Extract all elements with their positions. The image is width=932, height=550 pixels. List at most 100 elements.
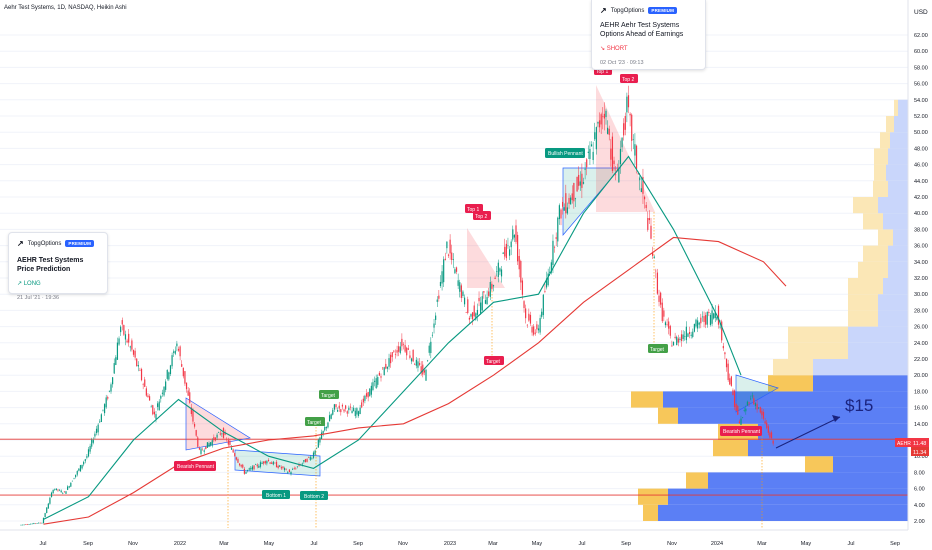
candle-body [438,295,440,299]
candle-body [179,346,181,357]
candle-body [126,340,128,343]
target-arrow-line [775,416,841,449]
candle-body [189,392,191,403]
volume-profile-up-bar [878,310,908,327]
candle-body [610,148,612,160]
candle-body [33,523,35,525]
candle-body [560,209,562,219]
candle-body [462,291,464,296]
candle-body [385,363,387,369]
symbol-info: Aehr Test Systems, 1D, NASDAQ, Heikin As… [4,5,127,11]
candle-body [611,136,614,171]
candle-body [386,366,389,369]
candle-body [382,367,384,369]
candle-body [41,522,43,524]
candle-body [566,207,569,214]
candle-body [235,457,237,460]
x-tick-label: Nov [128,541,138,547]
candle-body [214,437,217,441]
candle-body [83,461,85,465]
candle-body [340,409,342,413]
candle-body [306,459,308,462]
target-arrow-head [832,415,840,422]
candle-body [105,397,107,408]
candle-body [660,292,662,305]
candle-body [513,235,515,238]
candle-body [153,411,155,415]
candle-body [439,281,442,287]
x-axis[interactable]: Jul Sep Nov 2022 Mar May Jul Sep Nov 2023 Mar May Ju… [0,529,908,547]
idea-card-short[interactable]: ↗ TopgOptions PREMIUM AEHR Aehr Test Sys… [591,0,706,70]
candle-body [594,132,596,140]
candle-body [444,258,446,261]
volume-profile-up-bar [813,359,908,376]
x-tick-label: May [801,541,812,547]
candle-body [230,447,233,450]
candle-body [502,252,504,254]
candle-body [545,278,548,288]
candle-body [648,218,650,221]
candle-body [58,489,61,491]
candle-body [750,398,752,400]
candle-body [435,315,437,320]
candle-body [544,291,546,293]
candle-body [624,116,626,130]
candle-body [640,188,642,193]
candle-body [23,524,25,526]
candle-body [410,358,413,362]
candle-body [399,346,401,353]
svg-text:Top 2: Top 2 [622,77,634,83]
candle-body [581,173,583,188]
candle-body [528,313,530,321]
idea-card-long[interactable]: ↗ TopgOptions PREMIUM AEHR Test Systems … [8,232,108,301]
candle-body [598,120,601,128]
y-tick-label: 34.00 [914,260,928,266]
candle-body [279,465,281,467]
candle-body [555,237,557,239]
candle-body [271,462,273,464]
idea-title[interactable]: AEHR Aehr Test Systems Options Ahead of … [600,22,684,39]
candle-body [327,422,329,428]
candle-body [349,406,352,408]
candle-body [751,395,753,397]
candle-body [772,440,774,444]
candle-body [380,376,382,378]
target-label-1: Target [305,417,325,426]
candle-body [711,310,713,324]
idea-title[interactable]: AEHR Test Systems Price Prediction [17,257,84,274]
candle-body [49,497,51,504]
candle-body [250,467,252,470]
candle-body [205,446,207,450]
candle-body [770,432,773,439]
candle-body [618,169,620,183]
candle-body [232,449,234,453]
x-tick-label: Sep [353,541,363,547]
y-axis[interactable]: 2.004.006.008.0010.0012.0014.0016.0018.0… [907,0,928,530]
volume-profile-down-bar [848,294,878,311]
x-tick-label: May [264,541,275,547]
candle-body [213,437,215,441]
y-tick-label: 6.00 [914,487,925,493]
candle-body [415,359,417,366]
candle-body [152,405,154,415]
candle-body [541,311,543,317]
svg-text:Bearish Pennant: Bearish Pennant [177,464,215,470]
candle-body [264,460,266,464]
candle-body [136,358,138,367]
candle-body [255,464,257,465]
candle-body [169,365,172,375]
candle-body [160,395,162,399]
candle-body [377,377,379,385]
candle-body [705,315,707,325]
candle-body [47,503,49,509]
candle-body [637,173,639,175]
top-1a-label: Top 1 [465,204,483,213]
candle-body [574,198,577,200]
candle-body [733,390,736,408]
y-tick-label: 24.00 [914,341,928,347]
candle-body [79,465,82,472]
candle-body [261,462,263,464]
volume-profile-down-bar [873,180,888,197]
candle-body [338,405,340,409]
